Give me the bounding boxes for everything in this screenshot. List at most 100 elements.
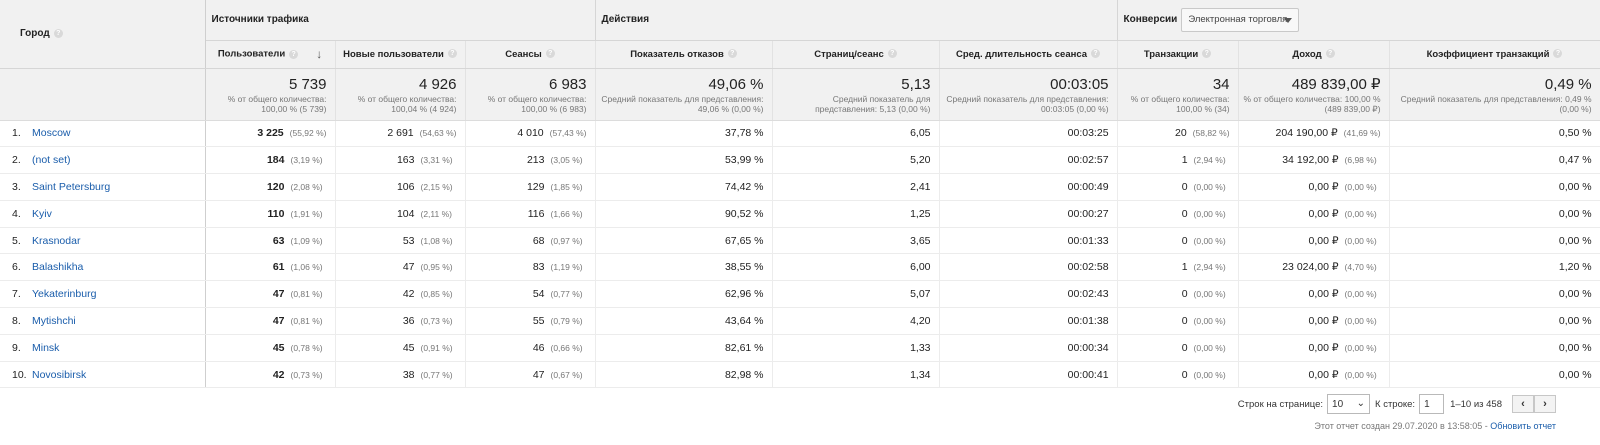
pagination: Строк на странице: 10 ⌄ К строке: 1 1–10… xyxy=(1238,394,1556,414)
city-cell: 4. Kyiv xyxy=(0,200,206,228)
city-link[interactable]: Novosibirsk xyxy=(32,368,87,381)
sessions-column-header[interactable]: Сеансы? xyxy=(465,40,596,69)
row-range-text: 1–10 из 458 xyxy=(1450,398,1502,410)
pages-value: 1,25 xyxy=(910,207,931,220)
city-header-label: Город xyxy=(20,28,50,40)
sessions-value: 4 010 xyxy=(517,127,544,140)
city-link[interactable]: Saint Petersburg xyxy=(32,180,111,193)
new-users-value: 38 xyxy=(402,368,415,381)
city-cell: 9. Minsk xyxy=(0,334,206,362)
new-users-cell: 38 (0,77 %) xyxy=(335,361,466,389)
table-row: 5. Krasnodar 63 (1,09 %) 53 (1,08 %) 68 (0,97 %… xyxy=(0,227,1600,255)
transactions-column-header[interactable]: Транзакции? xyxy=(1117,40,1239,69)
conv-rate-cell: 0,00 % xyxy=(1389,173,1600,201)
conversions-group: Конверсии Электронная торговля xyxy=(1117,0,1600,41)
new-users-cell: 45 (0,91 %) xyxy=(335,334,466,362)
revenue-percent: (41,69 %) xyxy=(1343,128,1381,139)
revenue-percent: (4,70 %) xyxy=(1344,262,1377,273)
new-users-cell: 2 691 (54,63 %) xyxy=(335,120,466,148)
users-column-header[interactable]: Пользователи? ↓ xyxy=(205,40,336,69)
revenue-cell: 0,00 ₽ (0,00 %) xyxy=(1238,173,1390,201)
new-users-cell: 42 (0,85 %) xyxy=(335,280,466,309)
conv-rate-cell: 0,00 % xyxy=(1389,280,1600,309)
table-row: 9. Minsk 45 (0,78 %) 45 (0,91 %) 46 (0,66 %) 82,… xyxy=(0,334,1600,362)
help-icon[interactable]: ? xyxy=(1202,49,1212,59)
revenue-percent: (6,98 %) xyxy=(1344,155,1377,166)
new-users-column-header[interactable]: Новые пользователи? xyxy=(335,40,466,69)
bounce-cell: 82,61 % xyxy=(595,334,773,362)
conversion-rate-column-header[interactable]: Коэффициент транзакций? xyxy=(1389,40,1600,69)
help-icon[interactable]: ? xyxy=(289,49,299,59)
transactions-value: 1 xyxy=(1181,154,1188,167)
total-revenue: 489 839,00 ₽% от общего количества: 100,… xyxy=(1238,68,1390,121)
transactions-percent: (0,00 %) xyxy=(1193,369,1226,380)
goto-row-input[interactable]: 1 xyxy=(1419,394,1445,414)
help-icon[interactable]: ? xyxy=(1553,49,1563,59)
city-link[interactable]: Mytishchi xyxy=(32,314,76,327)
chevron-down-icon: ⌄ xyxy=(1356,398,1366,409)
sessions-value: 68 xyxy=(532,234,545,247)
new-users-value: 42 xyxy=(402,288,415,301)
bounce-value: 90,52 % xyxy=(724,207,764,220)
bounce-value: 62,96 % xyxy=(724,288,764,301)
total-new-users: 4 926% от общего количества: 100,04 % (4… xyxy=(335,68,466,121)
refresh-report-link[interactable]: Обновить отчет xyxy=(1490,421,1556,431)
revenue-percent: (0,00 %) xyxy=(1344,235,1377,246)
revenue-column-header[interactable]: Доход? xyxy=(1238,40,1390,69)
help-icon[interactable]: ? xyxy=(447,49,457,59)
city-cell: 6. Balashikha xyxy=(0,253,206,282)
city-link[interactable]: (not set) xyxy=(32,154,71,167)
help-icon[interactable]: ? xyxy=(1325,49,1335,59)
users-percent: (1,06 %) xyxy=(290,262,323,273)
new-users-value: 45 xyxy=(402,341,415,354)
transactions-value: 1 xyxy=(1181,261,1188,274)
revenue-value: 0,00 ₽ xyxy=(1308,180,1339,193)
city-link[interactable]: Minsk xyxy=(32,341,60,354)
conv-rate-value: 0,00 % xyxy=(1558,288,1592,301)
help-icon[interactable]: ? xyxy=(53,29,63,39)
users-cell: 61 (1,06 %) xyxy=(205,253,336,282)
bounce-cell: 53,99 % xyxy=(595,146,773,175)
bounce-rate-column-header[interactable]: Показатель отказов? xyxy=(595,40,773,69)
bounce-cell: 74,42 % xyxy=(595,173,773,201)
revenue-value: 0,00 ₽ xyxy=(1308,234,1339,247)
help-icon[interactable]: ? xyxy=(545,49,555,59)
pages-per-session-column-header[interactable]: Страниц/сеанс? xyxy=(772,40,940,69)
city-link[interactable]: Moscow xyxy=(32,127,71,140)
conv-rate-value: 0,00 % xyxy=(1558,207,1592,220)
help-icon[interactable]: ? xyxy=(727,49,737,59)
help-icon[interactable]: ? xyxy=(1091,49,1101,59)
city-link[interactable]: Yekaterinburg xyxy=(32,288,97,301)
pages-cell: 6,00 xyxy=(772,253,940,282)
users-value: 120 xyxy=(266,180,285,193)
city-column-header[interactable]: Город? xyxy=(0,0,206,69)
conversion-type-select[interactable]: Электронная торговля xyxy=(1181,7,1300,32)
dropdown-caret-icon xyxy=(1284,17,1293,23)
users-percent: (0,78 %) xyxy=(290,342,323,353)
sort-descending-icon[interactable]: ↓ xyxy=(316,47,323,61)
rows-per-page-select[interactable]: 10 ⌄ xyxy=(1327,394,1371,414)
pages-cell: 1,25 xyxy=(772,200,940,228)
pages-cell: 6,05 xyxy=(772,120,940,148)
city-link[interactable]: Kyiv xyxy=(32,207,52,220)
city-cell: 3. Saint Petersburg xyxy=(0,173,206,201)
city-link[interactable]: Balashikha xyxy=(32,261,84,274)
totals-row: 5 739% от общего количества: 100,00 % (5… xyxy=(0,68,1600,121)
avg-duration-column-header[interactable]: Сред. длительность сеанса? xyxy=(939,40,1118,69)
transactions-value: 0 xyxy=(1181,288,1188,301)
new-users-percent: (54,63 %) xyxy=(419,128,457,139)
sessions-percent: (1,85 %) xyxy=(550,181,583,192)
sessions-percent: (0,97 %) xyxy=(550,235,583,246)
transactions-percent: (0,00 %) xyxy=(1193,289,1226,300)
next-page-button[interactable]: › xyxy=(1534,395,1556,413)
users-cell: 120 (2,08 %) xyxy=(205,173,336,201)
help-icon[interactable]: ? xyxy=(887,49,897,59)
revenue-cell: 23 024,00 ₽ (4,70 %) xyxy=(1238,253,1390,282)
sessions-cell: 4 010 (57,43 %) xyxy=(465,120,596,148)
prev-page-button[interactable]: ‹ xyxy=(1512,395,1534,413)
transactions-percent: (0,00 %) xyxy=(1193,208,1226,219)
users-percent: (0,73 %) xyxy=(290,369,323,380)
rows-per-page-label: Строк на странице: xyxy=(1237,398,1324,410)
city-link[interactable]: Krasnodar xyxy=(32,234,81,247)
pages-value: 1,34 xyxy=(910,368,931,381)
